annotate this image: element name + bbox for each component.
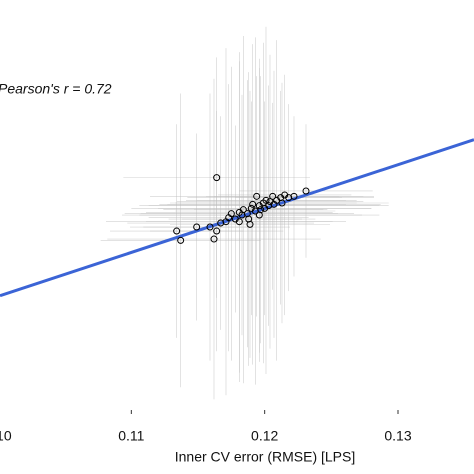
point	[253, 192, 261, 200]
x-tick-label: 0.12	[251, 428, 278, 444]
point	[213, 227, 221, 235]
point	[206, 223, 214, 231]
x-tick-label: 0.11	[118, 428, 144, 444]
fit-line	[0, 138, 474, 298]
point	[173, 227, 181, 235]
x-axis-label: Inner CV error (RMSE) [LPS]	[175, 449, 356, 465]
point	[213, 174, 221, 182]
point	[235, 218, 243, 226]
point	[290, 192, 298, 200]
annotation: Pearson's r = 0.72	[0, 81, 112, 97]
x-tick-label: 0.10	[0, 428, 12, 444]
point	[193, 223, 201, 231]
x-tick-label: 0.13	[384, 428, 411, 444]
point	[246, 220, 254, 228]
point	[302, 187, 310, 195]
point	[255, 211, 263, 219]
point	[278, 199, 286, 207]
point	[239, 206, 247, 214]
point	[177, 236, 185, 244]
point	[210, 235, 218, 243]
point	[269, 192, 277, 200]
point	[262, 196, 270, 204]
point	[227, 210, 235, 218]
point	[249, 200, 257, 208]
